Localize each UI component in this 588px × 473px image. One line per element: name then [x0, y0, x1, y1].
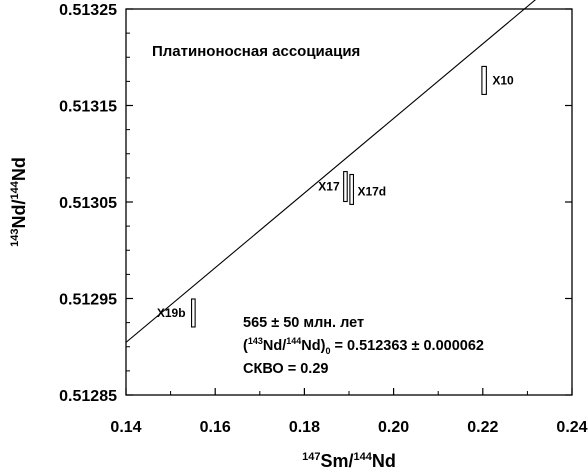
x-tick-label: 0.16: [200, 419, 231, 436]
point-label-x17: X17: [318, 180, 340, 194]
error-box-x19b: [191, 298, 196, 328]
x-axis-title: 147Sm/144Nd: [302, 451, 396, 471]
initial-ratio-open: (: [243, 338, 248, 354]
initial-ratio-sup1: 143: [248, 336, 263, 346]
x-tick-label: 0.14: [110, 419, 141, 436]
initial-ratio-annotation: (143Nd/144Nd)0 = 0.512363 ± 0.000062: [243, 336, 484, 356]
y-axis-title-main1: Nd/: [9, 200, 29, 229]
x-axis-title-main1: Sm/: [320, 451, 353, 471]
initial-ratio-mid2: Nd): [301, 338, 325, 354]
annotation-block: 565 ± 50 млн. лет (143Nd/144Nd)0 = 0.512…: [243, 315, 484, 377]
x-axis-title-sup2: 144: [354, 451, 373, 463]
initial-ratio-sup2: 144: [286, 336, 301, 346]
y-tick-label: 0.51295: [59, 292, 117, 309]
mswd-annotation: СКВО = 0.29: [243, 361, 328, 377]
error-box-x17: [343, 171, 348, 203]
point-label-x10: X10: [492, 73, 514, 87]
x-axis-title-sup1: 147: [302, 451, 320, 463]
error-box-x17d: [349, 173, 355, 205]
isochron-layer: [125, 0, 536, 343]
x-tick-label: 0.18: [289, 419, 320, 436]
y-tick-label: 0.51305: [59, 195, 117, 212]
x-tick-label: 0.22: [467, 419, 498, 436]
error-box-x10: [481, 65, 487, 95]
y-tick-label: 0.51315: [59, 99, 117, 116]
x-tick-label: 0.20: [378, 419, 409, 436]
isochron-line: [125, 0, 536, 343]
y-axis-title-main2: Nd: [9, 157, 29, 181]
x-tick-label: 0.24: [556, 419, 587, 436]
y-tick-label: 0.51325: [59, 2, 117, 19]
initial-ratio-sub: 0: [325, 346, 330, 356]
age-annotation: 565 ± 50 млн. лет: [243, 315, 364, 331]
initial-ratio-value: = 0.512363 ± 0.000062: [330, 338, 484, 354]
point-label-x19b: X19b: [157, 306, 186, 320]
data-points: X19b X17 X17d X10: [157, 65, 514, 328]
x-axis: 0.14 0.16 0.18 0.20 0.22 0.24: [110, 388, 588, 436]
initial-ratio-mid1: Nd/: [263, 338, 286, 354]
y-axis-title-sup2: 144: [9, 180, 21, 199]
x-axis-title-main2: Nd: [372, 451, 396, 471]
point-label-x17d: X17d: [357, 184, 386, 198]
y-axis-title: 143Nd/144Nd: [9, 157, 29, 247]
y-tick-label: 0.51285: [59, 388, 117, 405]
y-axis: 0.51285 0.51295 0.51305 0.51315 0.51325: [59, 2, 572, 405]
chart-title: Платиноносная ассоциация: [152, 43, 360, 60]
y-axis-title-sup1: 143: [9, 229, 21, 247]
